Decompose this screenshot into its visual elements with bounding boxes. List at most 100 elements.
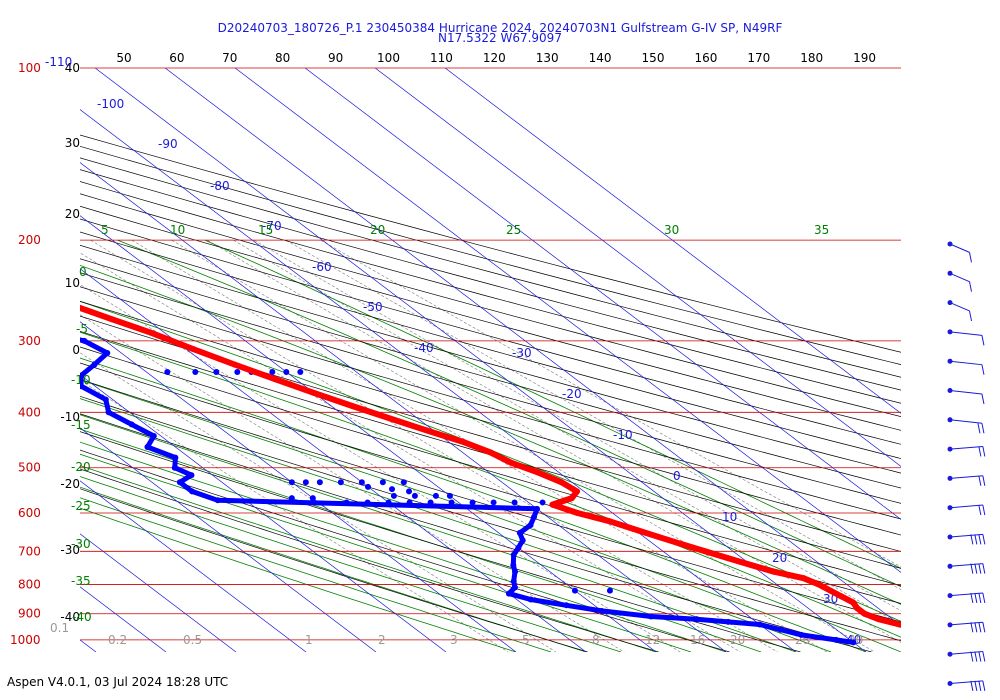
dewpoint-point: [288, 479, 295, 486]
wind-barb-flag: [977, 423, 981, 434]
wind-barb: [947, 651, 986, 662]
pressure-label: 300: [18, 334, 41, 348]
dewpoint-point: [297, 368, 304, 375]
wind-barb-shaft: [949, 445, 983, 450]
isotherm-label: -90: [158, 137, 178, 151]
dewpoint-line-point: [176, 479, 183, 486]
mixing-ratio-line: [233, 239, 901, 625]
dewpoint-point: [302, 479, 309, 486]
dry-adiabat-line: [80, 157, 901, 378]
temperature-line-point: [349, 403, 356, 410]
dewpoint-line-point: [172, 454, 179, 461]
wind-barb-flag: [974, 651, 978, 662]
isotherm-line: [80, 374, 447, 652]
isotherm-line: [444, 68, 901, 414]
temperature-line-point: [748, 562, 755, 569]
isotherm-line: [80, 639, 97, 652]
wind-barb-flag: [970, 592, 974, 604]
wind-barb: [947, 417, 985, 434]
wind-barb: [947, 445, 986, 457]
wind-barb-flag: [981, 423, 985, 434]
mixing-ratio-label: 20: [730, 633, 745, 647]
dewpoint-point: [411, 492, 418, 499]
isobars: [80, 67, 901, 641]
dewpoint-line-point: [512, 568, 519, 575]
wind-barb-shaft: [949, 390, 983, 395]
moist-adiabat-line: [80, 476, 622, 652]
moist-adiabat-label: -15: [71, 418, 91, 432]
isotherm-label: 20: [772, 551, 787, 565]
isotherm-label: -30: [512, 346, 532, 360]
dewpoint-point: [288, 495, 295, 502]
wind-barb-shaft: [949, 331, 983, 336]
temperature-line-point: [800, 575, 807, 582]
moist-adiabat-line: [80, 497, 552, 652]
temperature-line-point: [311, 389, 318, 396]
isotherm-line: [80, 480, 307, 652]
pressure-label: 200: [18, 233, 41, 247]
temperature-line-point: [702, 548, 709, 555]
temperature-line-point: [630, 526, 637, 533]
moist-adiabat-line: [205, 239, 901, 569]
mixing-ratio-label: 2: [378, 633, 386, 647]
dewpoint-point: [385, 499, 392, 506]
dewpoint-line-point: [510, 578, 517, 585]
temperature-line-point: [549, 501, 556, 508]
dewpoint-line-point: [104, 349, 111, 356]
dewpoint-point: [390, 492, 397, 499]
theta-label: 190: [853, 51, 876, 65]
mixing-ratio-label: 0.2: [108, 633, 127, 647]
moist-adiabat-line: [80, 453, 692, 652]
wind-barb-shaft: [949, 651, 983, 655]
temperature-line-point: [725, 555, 732, 562]
mixing-ratio-label: 12: [645, 633, 660, 647]
moist-adiabat-line: [80, 357, 901, 652]
theta-label: 120: [483, 51, 506, 65]
dry-adiabat-line: [80, 286, 901, 520]
dewpoint-point: [192, 368, 199, 375]
temperature-line-point: [508, 459, 515, 466]
mixing-ratio-label: 1: [305, 633, 313, 647]
theta-label: 140: [589, 51, 612, 65]
moist-adiabat-label: 35: [814, 223, 829, 237]
wind-barb-shaft: [949, 621, 983, 626]
temperature-line-point: [861, 610, 868, 617]
dry-adiabat-line: [80, 300, 901, 536]
isotherms: [80, 68, 901, 652]
wind-barb: [947, 270, 972, 292]
moist-adiabat-label: 20: [370, 223, 385, 237]
dewpoint-point: [379, 479, 386, 486]
dewpoint-line-point: [214, 497, 221, 504]
wind-barb-shaft: [949, 592, 983, 597]
dewpoint-point: [432, 492, 439, 499]
dewpoint-line-point: [128, 421, 135, 428]
footer-version: Aspen V4.0.1, 03 Jul 2024 18:28 UTC: [7, 675, 229, 689]
wind-barb-shaft: [949, 504, 983, 509]
wind-barb: [947, 680, 986, 691]
wind-barb-flag: [982, 534, 986, 545]
wind-barb: [947, 358, 985, 375]
dewpoint-line-point: [598, 607, 605, 614]
dewpoint-line-point: [563, 602, 570, 609]
dewpoint-point: [234, 368, 241, 375]
temperature-line-point: [558, 479, 565, 486]
moist-adiabat-label: -20: [71, 460, 91, 474]
wind-barb-flag: [978, 680, 982, 691]
wind-barb-shaft: [949, 272, 970, 283]
moist-adiabat-label: -25: [71, 499, 91, 513]
pressure-label: 800: [18, 577, 41, 591]
temperature-line-point: [838, 593, 845, 600]
theta-label: 90: [328, 51, 343, 65]
isotherm-label: 0: [673, 469, 681, 483]
wind-barb-shaft: [949, 360, 983, 366]
dewpoint-line-point: [648, 613, 655, 620]
dry-adiabat-line: [80, 193, 901, 417]
dewpoint-line-point: [693, 616, 700, 623]
wind-barb-flag: [982, 651, 986, 662]
moist-adiabat-label: 10: [170, 223, 185, 237]
wind-barb-flag: [969, 310, 972, 322]
temperature-line-point: [190, 346, 197, 353]
theta-label: 180: [800, 51, 823, 65]
temperature-line-point: [487, 449, 494, 456]
dewpoint-point: [490, 499, 497, 506]
